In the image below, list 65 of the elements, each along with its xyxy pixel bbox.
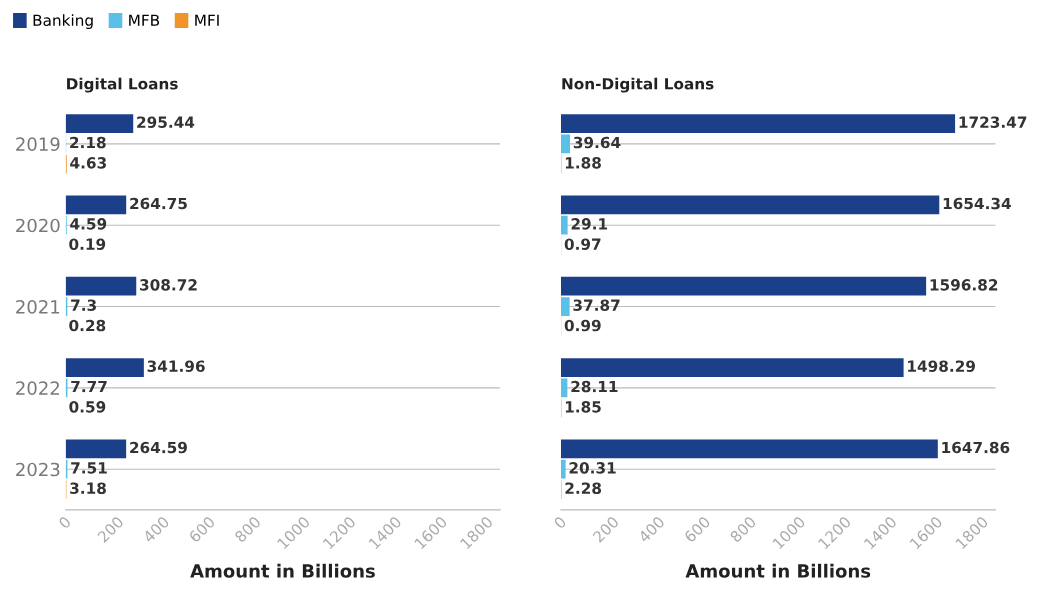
bar [560,378,568,398]
bar [560,459,566,479]
bar [65,358,144,377]
data-label: 0.99 [564,319,601,332]
chart-title: Digital Loans [67,77,178,93]
bar [65,439,127,459]
data-label: 29.1 [571,218,608,230]
data-label: 264.75 [130,197,187,210]
data-label: 1596.82 [930,279,998,291]
bar [560,215,568,235]
x-tick-label: 800 [233,515,262,543]
bar [560,134,571,154]
x-axis-title: Amount in Billions [685,563,871,578]
data-label: 2.18 [70,136,106,149]
bar [65,195,127,215]
data-label: 341.96 [147,360,205,372]
y-tick-label: 2023 [16,462,60,477]
data-label: 1.85 [565,401,601,413]
data-label: 1.88 [565,157,601,169]
bar [560,358,904,377]
data-label: 0.97 [564,238,601,250]
y-tick-label: 2020 [16,218,60,233]
data-label: 2.28 [565,482,602,494]
y-tick-label: 2022 [16,381,59,395]
data-label: 20.31 [569,462,616,474]
data-label: 0.28 [69,319,106,332]
bar [65,114,134,133]
data-label: 0.19 [69,238,106,250]
x-tick-label: 600 [188,515,216,543]
bar [560,276,927,296]
data-label: 4.59 [70,218,107,230]
data-label: 1498.29 [908,360,975,372]
data-label: 3.18 [70,482,106,494]
x-tick-label: 800 [729,515,757,543]
legend-label: Banking [33,14,93,29]
data-label: 0.59 [69,401,106,413]
data-label: 37.87 [573,299,620,311]
bar [560,195,940,215]
data-label: 7.3 [71,299,96,311]
x-tick-label: 400 [637,515,666,544]
data-label: 7.77 [71,380,107,393]
bar [65,276,137,296]
x-tick-label: 0 [553,515,567,530]
data-label: 4.63 [70,157,106,169]
data-label: 28.11 [571,380,618,393]
data-label: 7.51 [71,462,107,474]
data-label: 295.44 [137,116,195,128]
x-tick-label: 400 [142,515,170,544]
x-tick-label: 0 [57,515,72,530]
chart-title: Non-Digital Loans [562,77,714,93]
data-label: 1654.34 [943,197,1011,210]
data-label: 39.64 [573,136,621,149]
y-tick-label: 2021 [16,299,60,314]
bar [560,114,956,133]
data-label: 1723.47 [959,116,1027,128]
x-tick-label: 600 [683,515,711,543]
y-tick-label: 2019 [16,137,60,151]
legend-label: MFB [129,14,160,26]
x-axis-title: Amount in Billions [190,563,375,578]
bar [560,439,938,459]
bar [560,297,570,316]
data-label: 308.72 [140,279,197,291]
data-label: 264.59 [130,441,187,454]
legend-label: MFI [195,14,219,26]
data-label: 1647.86 [942,441,1010,454]
